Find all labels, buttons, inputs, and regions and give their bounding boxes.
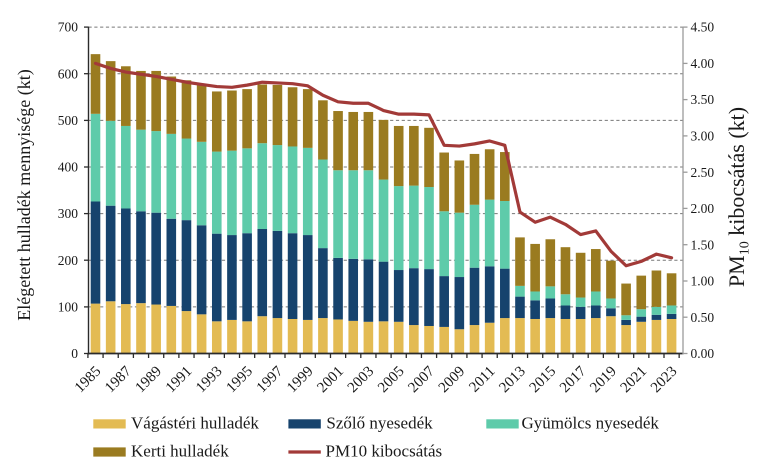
svg-text:0: 0 xyxy=(71,346,78,361)
svg-text:2.50: 2.50 xyxy=(691,165,715,180)
svg-text:1.50: 1.50 xyxy=(691,237,715,252)
svg-text:700: 700 xyxy=(58,20,79,35)
svg-text:100: 100 xyxy=(58,300,79,315)
svg-text:Elégetett hulladék mennyisége: Elégetett hulladék mennyisége (kt) xyxy=(14,69,35,320)
svg-text:600: 600 xyxy=(58,66,79,81)
svg-text:4.50: 4.50 xyxy=(691,20,715,35)
svg-text:200: 200 xyxy=(58,253,79,268)
svg-text:Gyümölcs nyesedék: Gyümölcs nyesedék xyxy=(522,414,660,433)
svg-text:0.00: 0.00 xyxy=(691,346,715,361)
svg-text:300: 300 xyxy=(58,206,79,221)
svg-text:3.50: 3.50 xyxy=(691,92,715,107)
svg-text:500: 500 xyxy=(58,113,79,128)
svg-text:2.00: 2.00 xyxy=(691,201,715,216)
svg-text:1.00: 1.00 xyxy=(691,274,715,289)
svg-text:4.00: 4.00 xyxy=(691,56,715,71)
svg-text:PM10 kibocsátás: PM10 kibocsátás xyxy=(326,442,443,461)
svg-text:PM10 kibocsátás (kt): PM10 kibocsátás (kt) xyxy=(724,107,753,287)
svg-text:Kerti hulladék: Kerti hulladék xyxy=(131,442,229,461)
svg-text:Vágástéri hulladék: Vágástéri hulladék xyxy=(131,414,259,433)
svg-text:3.00: 3.00 xyxy=(691,129,715,144)
svg-text:Szőlő nyesedék: Szőlő nyesedék xyxy=(326,414,433,433)
svg-text:0.50: 0.50 xyxy=(691,310,715,325)
svg-text:400: 400 xyxy=(58,160,79,175)
